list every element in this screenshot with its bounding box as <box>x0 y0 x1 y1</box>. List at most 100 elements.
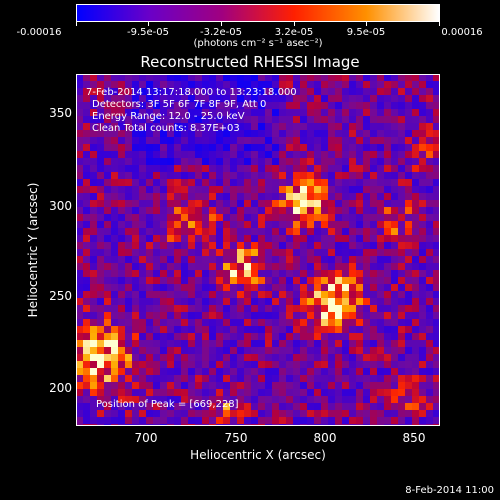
heatmap-cell <box>363 403 370 410</box>
heatmap-cell <box>272 389 279 396</box>
heatmap-cell <box>188 242 195 249</box>
heatmap-cell <box>405 361 412 368</box>
heatmap-cell <box>279 284 286 291</box>
heatmap-cell <box>188 417 195 424</box>
heatmap-cell <box>349 256 356 263</box>
heatmap-cell <box>230 291 237 298</box>
heatmap-cell <box>202 291 209 298</box>
heatmap-cell <box>300 389 307 396</box>
heatmap-cell <box>286 193 293 200</box>
heatmap-cell <box>391 291 398 298</box>
heatmap-cell <box>230 95 237 102</box>
heatmap-cell <box>398 235 405 242</box>
x-tick-label: 700 <box>135 431 158 445</box>
heatmap-cell <box>230 193 237 200</box>
heatmap-cell <box>265 403 272 410</box>
heatmap-cell <box>265 109 272 116</box>
heatmap-cell <box>160 354 167 361</box>
heatmap-cell <box>111 347 118 354</box>
heatmap-cell <box>174 179 181 186</box>
heatmap-cell <box>356 256 363 263</box>
heatmap-cell <box>118 319 125 326</box>
y-tick-label: 350 <box>49 106 72 120</box>
heatmap-cell <box>272 410 279 417</box>
heatmap-cell <box>251 235 258 242</box>
heatmap-cell <box>160 389 167 396</box>
heatmap-cell <box>76 235 83 242</box>
plot-border <box>76 74 440 426</box>
heatmap-cell <box>195 74 202 81</box>
heatmap-cell <box>139 326 146 333</box>
heatmap-cell <box>230 109 237 116</box>
heatmap-cell <box>335 214 342 221</box>
heatmap-cell <box>125 326 132 333</box>
heatmap-cell <box>223 375 230 382</box>
heatmap-cell <box>209 270 216 277</box>
heatmap-cell <box>377 291 384 298</box>
heatmap-cell <box>188 81 195 88</box>
heatmap-cell <box>230 249 237 256</box>
heatmap-cell <box>251 221 258 228</box>
heatmap-cell <box>111 249 118 256</box>
heatmap-cell <box>139 116 146 123</box>
heatmap-cell <box>405 298 412 305</box>
heatmap-cell <box>97 130 104 137</box>
heatmap-cell <box>83 207 90 214</box>
heatmap-cell <box>97 102 104 109</box>
heatmap-cell <box>230 410 237 417</box>
heatmap-cell <box>188 354 195 361</box>
heatmap-cell <box>139 221 146 228</box>
heatmap-cell <box>328 389 335 396</box>
heatmap-cell <box>97 172 104 179</box>
heatmap-cell <box>293 270 300 277</box>
heatmap-cell <box>398 242 405 249</box>
heatmap-cell <box>230 368 237 375</box>
heatmap-cell <box>307 249 314 256</box>
heatmap-cell <box>181 340 188 347</box>
heatmap-cell <box>111 361 118 368</box>
heatmap-cell <box>153 354 160 361</box>
heatmap-cell <box>307 354 314 361</box>
heatmap-cell <box>349 368 356 375</box>
heatmap-cell <box>405 123 412 130</box>
heatmap-cell <box>153 88 160 95</box>
heatmap-cell <box>251 214 258 221</box>
heatmap-cell <box>335 109 342 116</box>
heatmap-cell <box>258 277 265 284</box>
heatmap-cell <box>118 179 125 186</box>
heatmap-cell <box>412 403 419 410</box>
heatmap-cell <box>398 228 405 235</box>
heatmap-cell <box>125 207 132 214</box>
heatmap-cell <box>370 382 377 389</box>
heatmap-cell <box>419 319 426 326</box>
heatmap-cell <box>97 270 104 277</box>
heatmap-cell <box>202 158 209 165</box>
heatmap-cell <box>237 123 244 130</box>
heatmap-cell <box>321 340 328 347</box>
heatmap-cell <box>384 137 391 144</box>
heatmap-cell <box>377 361 384 368</box>
heatmap-cell <box>370 410 377 417</box>
heatmap-cell <box>181 354 188 361</box>
heatmap-cell <box>104 263 111 270</box>
heatmap-cell <box>307 417 314 424</box>
heatmap-cell <box>174 123 181 130</box>
time-range-text: 7-Feb-2014 13:17:18.000 to 13:23:18.000 <box>86 87 297 98</box>
heatmap-cell <box>125 235 132 242</box>
heatmap-cell <box>370 263 377 270</box>
heatmap-cell <box>293 151 300 158</box>
heatmap-cell <box>286 312 293 319</box>
heatmap-cell <box>398 256 405 263</box>
heatmap-cell <box>118 123 125 130</box>
heatmap-cell <box>377 165 384 172</box>
heatmap-cell <box>405 88 412 95</box>
heatmap-cell <box>349 382 356 389</box>
heatmap-cell <box>104 347 111 354</box>
heatmap-cell <box>321 417 328 424</box>
heatmap-cell <box>398 116 405 123</box>
heatmap-cell <box>195 151 202 158</box>
heatmap-cell <box>377 319 384 326</box>
heatmap-cell <box>83 256 90 263</box>
y-tick-label: 200 <box>49 381 72 395</box>
heatmap-cell <box>272 137 279 144</box>
